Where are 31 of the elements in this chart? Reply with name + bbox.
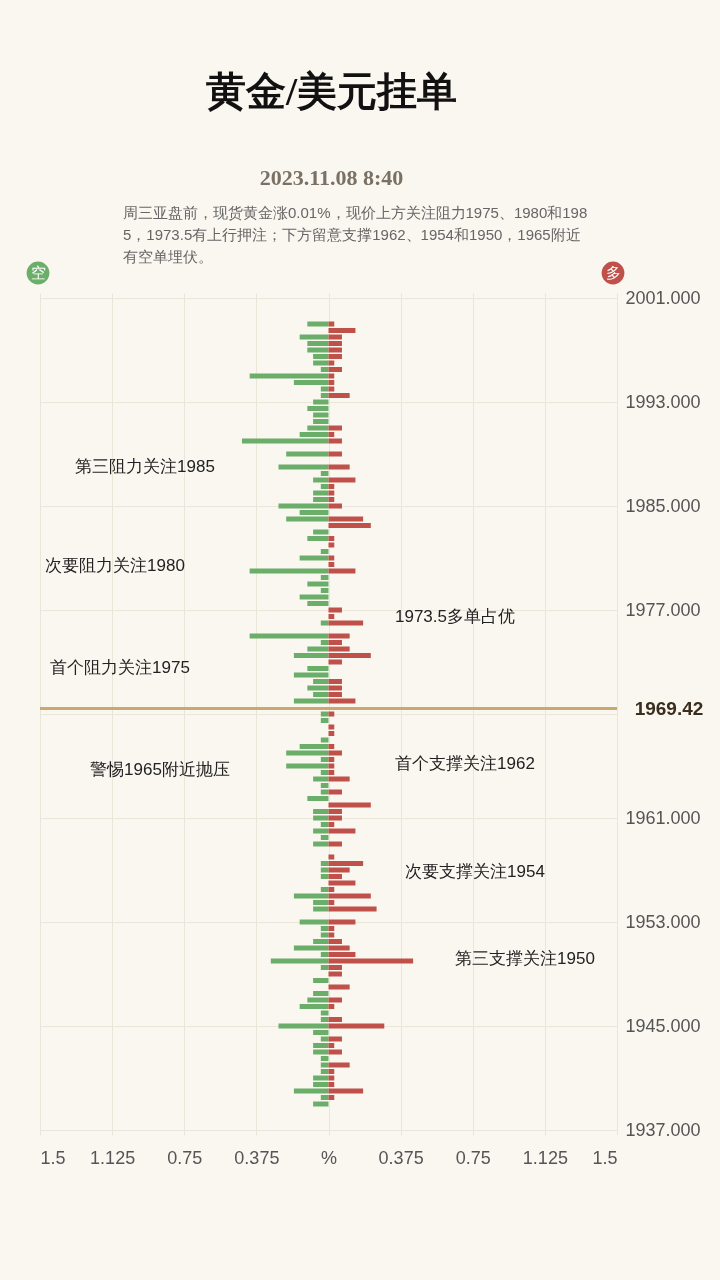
annotation: 首个支撑关注1962	[395, 754, 535, 773]
y-tick-label: 2001.000	[625, 287, 701, 308]
annotation: 警惕1965附近抛压	[90, 760, 230, 779]
chart-title: 黄金/美元挂单	[205, 69, 458, 114]
x-tick-label: 1.5	[592, 1147, 618, 1168]
annotation: 1973.5多单占优	[395, 607, 515, 626]
annotation: 第三支撑关注1950	[455, 949, 595, 968]
y-tick-label: 1961.000	[625, 807, 701, 828]
text: 周三亚盘前，现货黄金涨0.01%，现价上方关注阻力1975、1980和1985，1973.5有上行押注；下方留意支撑1962、1954和1950，1965附近有空单埋伏。	[123, 204, 588, 265]
x-tick-label: 1.125	[522, 1147, 568, 1168]
text: 空	[30, 264, 46, 281]
y-tick-label: 1953.000	[625, 911, 701, 932]
x-tick-label: 0.75	[455, 1147, 491, 1168]
x-tick-label: 0.75	[167, 1147, 203, 1168]
x-tick-label: 0.375	[378, 1147, 424, 1168]
chart-subtitle: 2023.11.08 8:40	[259, 165, 404, 190]
annotation: 第三阻力关注1985	[75, 457, 215, 476]
annotation: 首个阻力关注1975	[50, 658, 190, 677]
x-tick-label: %	[320, 1147, 338, 1168]
ref-line-label: 1969.42	[634, 697, 704, 719]
x-tick-label: 1.5	[40, 1147, 66, 1168]
y-tick-label: 1977.000	[625, 599, 701, 620]
x-tick-label: 0.375	[234, 1147, 280, 1168]
y-tick-label: 1937.000	[625, 1119, 701, 1140]
y-tick-label: 1993.000	[625, 391, 701, 412]
x-tick-label: 1.125	[90, 1147, 136, 1168]
annotation: 次要阻力关注1980	[45, 556, 185, 575]
y-tick-label: 1985.000	[625, 495, 701, 516]
text: 多	[605, 264, 621, 281]
annotation: 次要支撑关注1954	[405, 862, 545, 881]
y-tick-label: 1945.000	[625, 1015, 701, 1036]
